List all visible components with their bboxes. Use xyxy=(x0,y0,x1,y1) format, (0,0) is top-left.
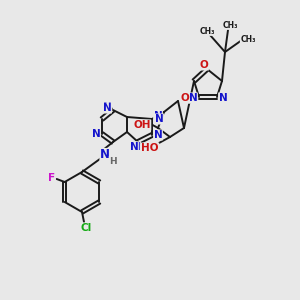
Text: CH₃: CH₃ xyxy=(240,34,256,43)
Text: N: N xyxy=(103,103,111,113)
Text: N: N xyxy=(92,131,100,141)
Text: N: N xyxy=(130,142,138,152)
Text: N: N xyxy=(189,93,197,103)
Text: N: N xyxy=(154,130,162,140)
Text: N: N xyxy=(100,148,110,161)
Text: Cl: Cl xyxy=(80,223,92,233)
Text: H: H xyxy=(109,157,117,166)
Text: O: O xyxy=(200,60,208,70)
Text: N: N xyxy=(219,93,227,103)
Text: N: N xyxy=(92,129,100,139)
Text: HO: HO xyxy=(141,143,159,153)
Text: F: F xyxy=(48,173,55,183)
Text: CH₃: CH₃ xyxy=(222,20,238,29)
Text: O: O xyxy=(181,93,189,103)
Text: N: N xyxy=(132,142,140,152)
Text: CH₃: CH₃ xyxy=(199,26,215,35)
Text: N: N xyxy=(154,114,164,124)
Text: OH: OH xyxy=(133,120,151,130)
Text: N: N xyxy=(103,102,111,112)
Text: N: N xyxy=(154,111,162,121)
